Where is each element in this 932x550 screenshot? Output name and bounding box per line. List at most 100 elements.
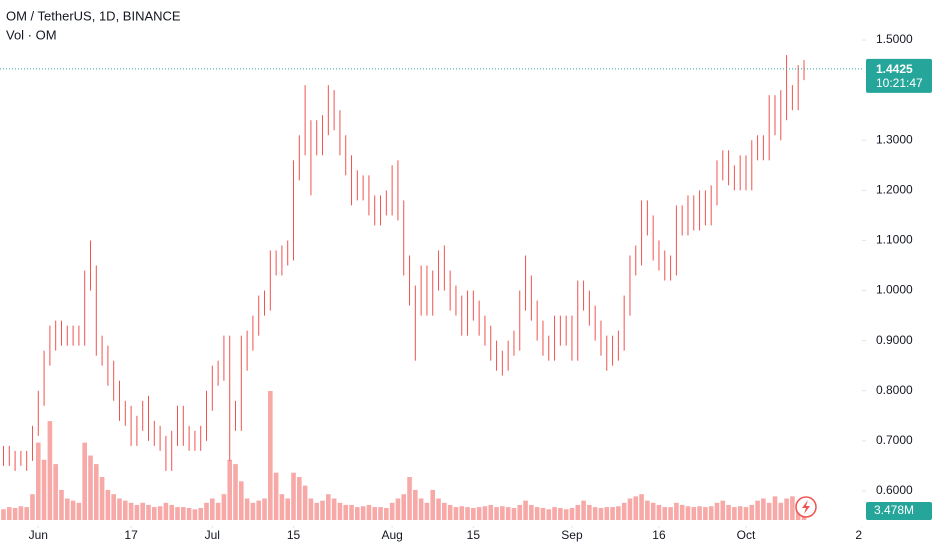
volume-bar — [186, 507, 192, 520]
x-tick-label: 15 — [467, 528, 481, 542]
x-tick-label: Jul — [205, 528, 220, 542]
volume-bar — [442, 502, 447, 520]
volume-bar — [720, 500, 726, 520]
volume-bar — [366, 504, 372, 520]
volume-bar — [355, 507, 360, 520]
volume-bar — [204, 502, 209, 520]
volume-bar — [517, 504, 523, 520]
volume-bar — [18, 506, 24, 520]
volume-bar — [430, 489, 436, 520]
volume-bar — [546, 509, 552, 520]
volume-bar — [465, 507, 470, 520]
y-tick-label: 0.7000 — [876, 433, 913, 447]
volume-bar — [633, 496, 639, 520]
volume-bar — [30, 494, 35, 520]
x-tick-label: 15 — [287, 528, 301, 542]
volume-bar — [784, 498, 789, 520]
y-tick-label: 1.0000 — [876, 283, 913, 297]
volume-bar — [494, 507, 499, 520]
volume-bar — [117, 498, 122, 520]
volume-bar — [476, 507, 482, 520]
volume-bar — [436, 498, 441, 520]
volume-bar — [239, 481, 244, 520]
volume-bar — [708, 506, 714, 520]
volume-bar — [163, 502, 169, 520]
volume-bar — [471, 507, 476, 520]
volume-bar — [616, 506, 621, 520]
volume-bar — [24, 507, 29, 520]
volume-bar — [488, 504, 494, 520]
y-tick-label: 0.6000 — [876, 483, 913, 497]
volume-bar — [581, 500, 586, 520]
volume-bar — [6, 507, 12, 520]
volume-bar — [685, 506, 691, 520]
volume-bar — [302, 485, 308, 520]
volume-bar — [534, 507, 540, 520]
volume-bar — [198, 507, 204, 520]
y-tick-label: 0.8000 — [876, 383, 913, 397]
volume-bar — [88, 455, 93, 520]
last-volume-label: 3.478M — [874, 503, 914, 517]
volume-bar — [279, 494, 285, 520]
volume-bar — [453, 507, 459, 520]
symbol-title: OM / TetherUS, 1D, BINANCE — [6, 8, 181, 23]
x-tick-label: Aug — [381, 528, 402, 542]
volume-bar — [314, 502, 320, 520]
volume-bar — [639, 494, 644, 520]
price-axis: 0.6000 0.7000 0.8000 0.9000 1.0000 1.1000 1.20… — [862, 32, 932, 521]
volume-bar — [552, 507, 557, 520]
volume-bar — [656, 504, 662, 520]
volume-bar — [610, 507, 615, 520]
volume-bar — [598, 507, 604, 520]
volume-bar — [418, 498, 424, 520]
last-price-label: 1.4425 — [876, 62, 913, 76]
y-tick-label: 1.5000 — [876, 32, 913, 46]
volume-bar — [244, 498, 250, 520]
volume-bar — [679, 504, 685, 520]
volume-bar — [604, 507, 610, 520]
volume-bar — [262, 498, 267, 520]
last-price-box — [866, 58, 932, 93]
volume-bar — [12, 507, 18, 520]
volume-bar — [726, 504, 731, 520]
volume-bar — [761, 498, 766, 520]
volume-bar — [64, 498, 70, 520]
countdown-label: 10:21:47 — [876, 76, 923, 90]
volume-bar — [389, 502, 395, 520]
volume-bar — [587, 504, 592, 520]
volume-bar — [378, 507, 383, 520]
x-tick-label: 17 — [124, 528, 138, 542]
volume-bar — [714, 502, 720, 520]
volume-bar — [790, 496, 795, 520]
volume-bar — [778, 502, 784, 520]
last-volume-box — [866, 502, 932, 521]
volume-bar — [99, 477, 105, 520]
volume-bar — [82, 442, 87, 520]
volume-bar — [645, 500, 650, 520]
volume-bar — [662, 507, 668, 520]
volume-bar — [424, 502, 430, 520]
volume-bar — [766, 502, 772, 520]
volume-bar — [407, 477, 412, 520]
volume-bar — [285, 498, 291, 520]
volume-bar — [105, 489, 111, 520]
volume-bar — [93, 464, 99, 520]
volume-bar — [691, 507, 697, 520]
volume-bar — [227, 459, 233, 520]
volume-bar — [372, 507, 378, 520]
volume-bar — [169, 504, 175, 520]
volume-bar — [360, 506, 366, 520]
volume-bar — [111, 494, 116, 520]
volume-bar — [233, 464, 238, 520]
y-tick-label: 1.1000 — [876, 233, 913, 247]
volume-bar — [650, 502, 656, 520]
volume-bar — [459, 506, 465, 520]
volume-bar — [343, 504, 349, 520]
volume-bar — [349, 504, 354, 520]
volume-bar — [297, 477, 302, 520]
volume-bar — [47, 421, 53, 520]
volume-bar — [41, 459, 47, 520]
volume-bar — [447, 504, 453, 520]
volume-bar — [326, 494, 331, 520]
